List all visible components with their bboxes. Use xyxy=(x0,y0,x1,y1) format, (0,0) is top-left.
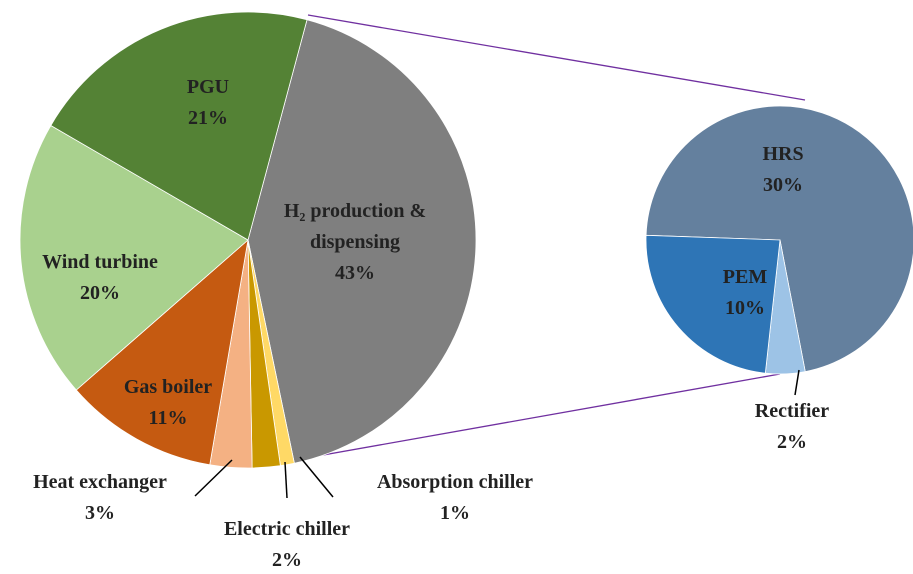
slice-label: PEM 10% xyxy=(695,262,795,324)
value-label: 10% xyxy=(725,297,765,319)
pie-slice xyxy=(645,234,781,374)
value-label: 21% xyxy=(188,107,228,129)
slice-label: Wind turbine 20% xyxy=(0,247,200,309)
leader-line xyxy=(284,461,288,499)
category-label: PGU xyxy=(186,76,230,98)
connector-line xyxy=(294,373,781,461)
pie-slice xyxy=(247,19,477,464)
slice-label: Gas boiler 11% xyxy=(93,372,243,434)
slice-label: PGU 21% xyxy=(148,72,268,134)
value-label: 30% xyxy=(763,174,803,196)
category-label: Gas boiler xyxy=(123,376,213,398)
slice-label: Rectifier 2% xyxy=(732,396,852,458)
leader-line xyxy=(794,369,800,396)
slice-label: Absorption chiller 1% xyxy=(345,467,565,529)
pie-slice xyxy=(645,105,913,373)
value-label: 11% xyxy=(148,407,188,429)
value-label: 3% xyxy=(85,502,115,524)
category-label: PEM xyxy=(722,266,768,288)
slice-label: Heat exchanger 3% xyxy=(0,467,200,529)
leader-line xyxy=(194,459,233,497)
leader-line xyxy=(299,456,334,498)
pie-slice xyxy=(50,11,308,241)
category-label: Heat exchanger xyxy=(33,471,167,493)
category-label: Rectifier xyxy=(754,400,830,422)
value-label: 2% xyxy=(272,549,302,571)
category-label: Electric chiller xyxy=(223,518,351,540)
value-label: 1% xyxy=(440,502,470,524)
connector-line xyxy=(307,14,806,101)
value-label: 20% xyxy=(80,282,120,304)
pie-slice xyxy=(19,124,249,391)
slice-label: Electric chiller 2% xyxy=(187,514,387,574)
category-label: Wind turbine xyxy=(42,251,158,273)
value-label: 43% xyxy=(335,262,375,284)
slice-label: H₂ production & dispensing 43% xyxy=(268,196,443,289)
category-label: H₂ production & dispensing xyxy=(283,200,427,253)
category-label: HRS xyxy=(762,143,804,165)
category-label: Absorption chiller xyxy=(376,471,534,493)
slice-label: HRS 30% xyxy=(733,139,833,201)
pie-slice xyxy=(75,238,249,466)
value-label: 2% xyxy=(777,431,807,453)
